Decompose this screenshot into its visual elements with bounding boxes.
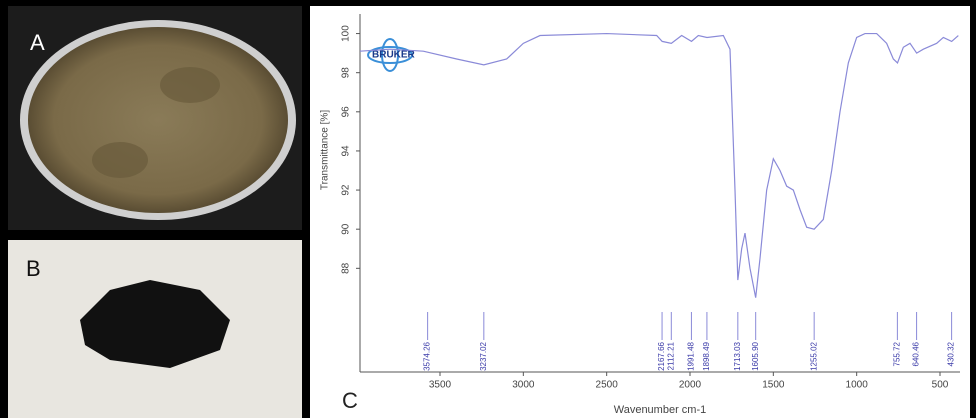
peak-label: 640.46 [912,341,921,366]
peak-label: 1255.02 [809,341,818,370]
peak-label: 1991.48 [687,341,696,370]
peak-label: 755.72 [892,341,901,366]
peak-label: 430.32 [947,341,956,366]
y-axis-title: Transmittance [%] [320,110,331,190]
logo-orbit [367,46,413,64]
x-tick-label: 3500 [429,380,452,391]
powder [80,280,230,368]
spot [160,67,220,103]
y-tick-label: 94 [341,145,352,157]
y-tick-label: 100 [341,25,352,42]
x-tick-label: 500 [932,380,949,391]
peak-label: 1713.03 [733,341,742,370]
logo: BRUKER [367,38,416,72]
petri-culture [28,27,288,213]
x-tick-label: 1500 [762,380,785,391]
spot [92,142,148,178]
x-tick-label: 2000 [679,380,702,391]
x-tick-label: 2500 [596,380,619,391]
panel-label: B [26,256,41,281]
peak-label: 3237.02 [479,341,488,370]
x-tick-label: 1000 [846,380,869,391]
logo-text: BRUKER [372,50,416,61]
logo-orbit [381,38,399,72]
y-tick-label: 90 [341,223,352,235]
y-tick-label: 92 [341,184,352,196]
peak-label: 1605.90 [751,341,760,370]
y-tick-label: 88 [341,262,352,274]
x-axis-title: Wavenumber cm-1 [614,404,707,416]
spectrum-line [359,32,959,298]
panel-label: A [30,30,45,55]
y-tick-label: 98 [341,67,352,79]
panel-c [310,6,970,418]
peak-label: 3574.26 [423,341,432,370]
y-tick-label: 96 [341,106,352,118]
peak-label: 1898.49 [702,341,711,370]
panel-label: C [342,388,358,413]
peak-label: 2112.21 [666,341,675,370]
peak-label: 2167.66 [657,341,666,370]
x-tick-label: 3000 [512,380,535,391]
